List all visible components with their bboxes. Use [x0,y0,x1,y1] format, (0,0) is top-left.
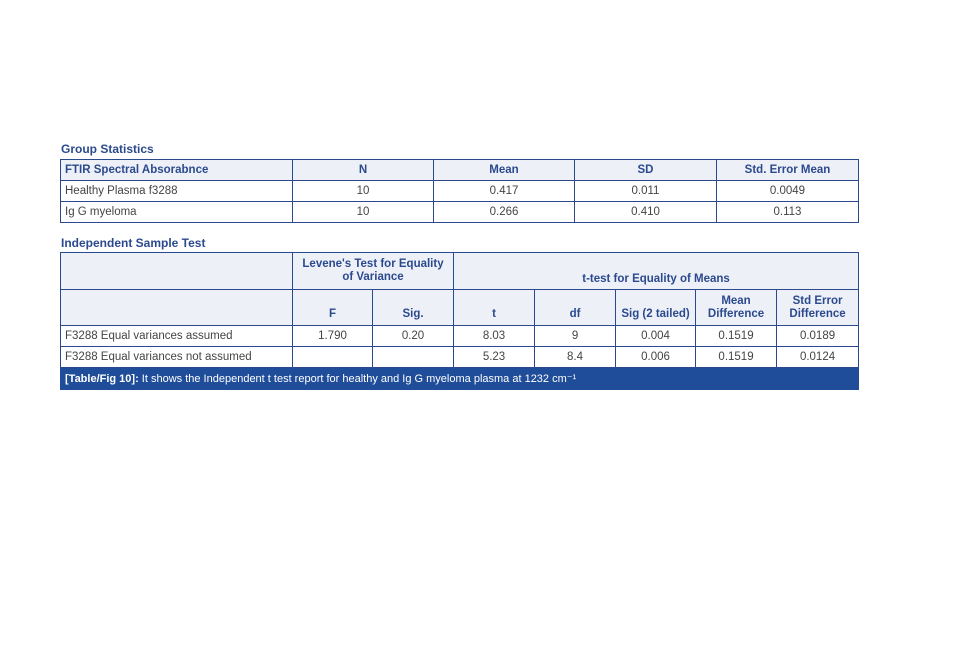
table-row: F3288 Equal variances assumed 1.790 0.20… [60,325,860,347]
cell: 0.417 [433,180,575,202]
cell: 0.113 [716,201,859,223]
cell: 1.790 [292,325,373,347]
cell: 10 [292,201,434,223]
cell [371,346,455,368]
cell: 0.1519 [695,325,778,347]
cell: 0.011 [574,180,717,202]
table-header-row: FTIR Spectral Absorabnce N Mean SD Std. … [60,159,859,181]
cell: 9 [534,325,617,347]
table-row: Healthy Plasma f3288 10 0.417 0.011 0.00… [60,180,859,202]
independent-sample-test-table: Levene's Test for Equality of Variance t… [59,252,860,390]
cell: 0.006 [615,346,697,368]
table-row: Ig G myeloma 10 0.266 0.410 0.113 [60,201,859,223]
empty-header-cell [60,289,293,326]
cell: 5.23 [453,346,536,368]
cell: Ig G myeloma [60,201,293,223]
header-cell: N [292,159,434,181]
header-cell: F [292,289,373,326]
cell: 0.20 [371,325,455,347]
empty-header-cell [60,252,293,290]
cell: 0.004 [615,325,697,347]
cell: 0.0124 [776,346,860,368]
header-cell: Std Error Difference [776,289,860,326]
cell: 8.03 [453,325,536,347]
cell: 10 [292,180,434,202]
cell: F3288 Equal variances not assumed [60,346,293,368]
ttest-group-header: t-test for Equality of Means [453,252,860,290]
group-statistics-table: FTIR Spectral Absorabnce N Mean SD Std. … [60,159,859,223]
header-cell: t [453,289,536,326]
cell [292,346,373,368]
cell: 8.4 [534,346,617,368]
cell: Healthy Plasma f3288 [60,180,293,202]
table-header-row: F Sig. t df Sig (2 tailed) Mean Differen… [60,289,860,326]
group-statistics-title: Group Statistics [61,142,154,156]
table-row: F3288 Equal variances not assumed 5.23 8… [60,346,860,368]
caption-text: It shows the Independent t test report f… [138,373,577,385]
table-caption: [Table/Fig 10]: It shows the Independent… [59,367,860,390]
levene-group-header: Levene's Test for Equality of Variance [291,252,455,290]
header-cell: df [534,289,617,326]
cell: 0.0049 [716,180,859,202]
header-cell: Sig (2 tailed) [615,289,697,326]
header-cell: Std. Error Mean [716,159,859,181]
header-cell: SD [574,159,717,181]
independent-test-title: Independent Sample Test [61,236,206,250]
header-cell: FTIR Spectral Absorabnce [60,159,293,181]
header-cell: Sig. [371,289,455,326]
header-cell: Mean Difference [695,289,778,326]
header-cell: Mean [433,159,575,181]
group-header-row: Levene's Test for Equality of Variance t… [60,252,860,290]
cell: 0.0189 [776,325,860,347]
cell: 0.410 [574,201,717,223]
cell: 0.1519 [695,346,778,368]
caption-row: [Table/Fig 10]: It shows the Independent… [59,367,860,390]
cell: F3288 Equal variances assumed [60,325,293,347]
caption-label: [Table/Fig 10]: [65,373,139,385]
cell: 0.266 [433,201,575,223]
